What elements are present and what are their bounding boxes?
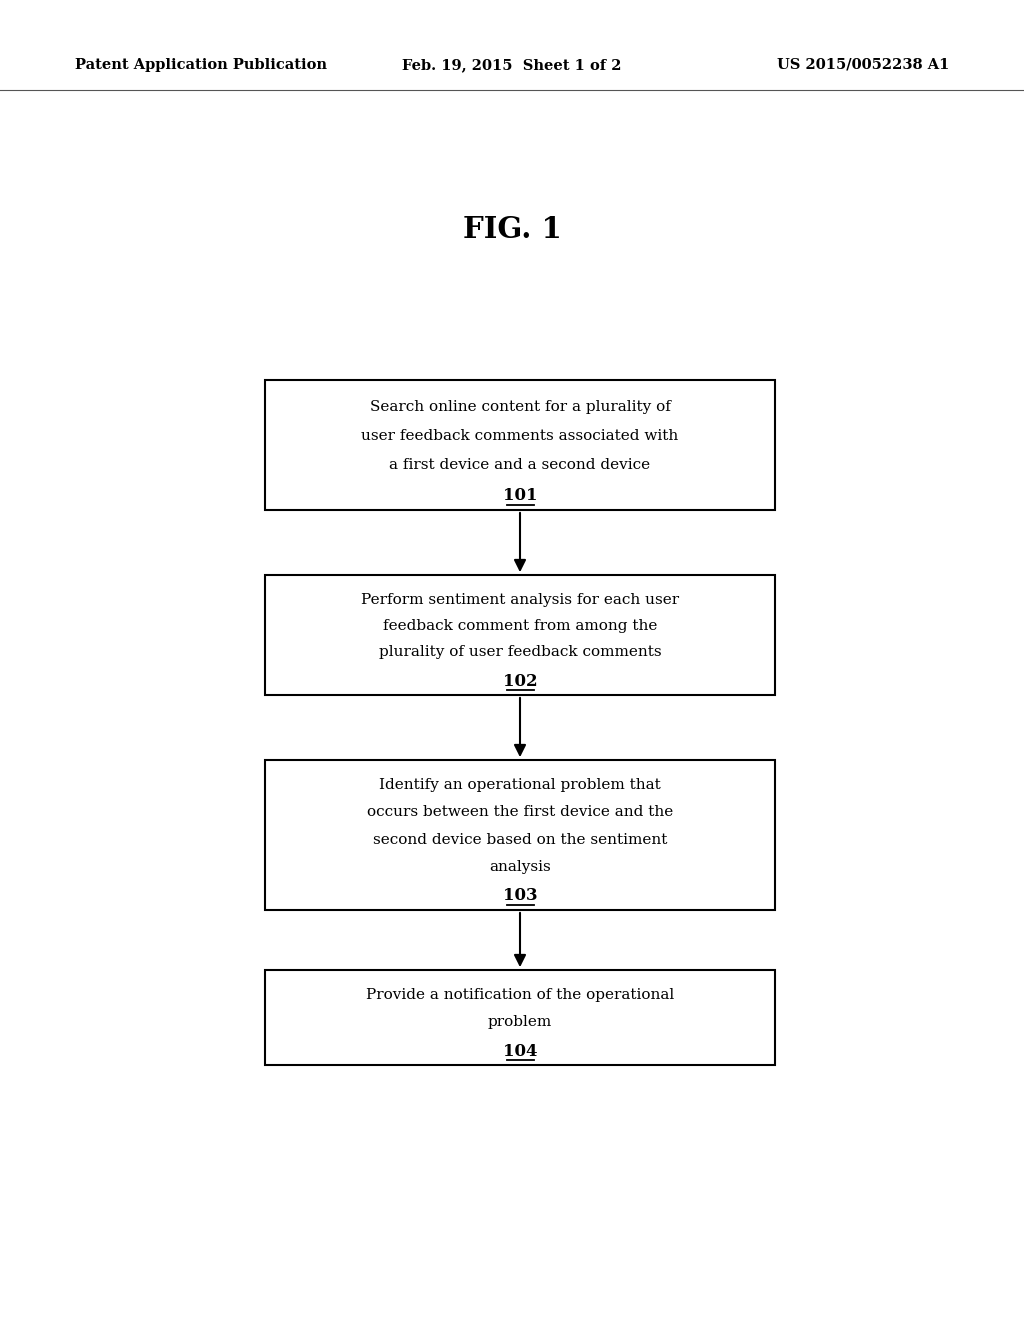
Text: FIG. 1: FIG. 1: [463, 215, 561, 244]
Text: occurs between the first device and the: occurs between the first device and the: [367, 805, 673, 820]
Text: user feedback comments associated with: user feedback comments associated with: [361, 429, 679, 444]
Text: Perform sentiment analysis for each user: Perform sentiment analysis for each user: [360, 593, 679, 607]
Bar: [265, 970, 775, 1065]
Bar: [265, 380, 775, 510]
Text: Identify an operational problem that: Identify an operational problem that: [379, 779, 660, 792]
Text: problem: problem: [487, 1015, 552, 1028]
Text: a first device and a second device: a first device and a second device: [389, 458, 650, 473]
Text: feedback comment from among the: feedback comment from among the: [383, 619, 657, 634]
Text: Feb. 19, 2015  Sheet 1 of 2: Feb. 19, 2015 Sheet 1 of 2: [402, 58, 622, 73]
Text: analysis: analysis: [489, 859, 551, 874]
Text: 103: 103: [503, 887, 538, 904]
Bar: [265, 760, 775, 909]
Text: second device based on the sentiment: second device based on the sentiment: [373, 833, 668, 846]
Text: plurality of user feedback comments: plurality of user feedback comments: [379, 645, 662, 659]
Text: 102: 102: [503, 672, 538, 689]
Text: 104: 104: [503, 1043, 538, 1060]
Text: Search online content for a plurality of: Search online content for a plurality of: [370, 400, 671, 413]
Text: US 2015/0052238 A1: US 2015/0052238 A1: [776, 58, 949, 73]
Text: Provide a notification of the operational: Provide a notification of the operationa…: [366, 989, 674, 1002]
Bar: [265, 576, 775, 696]
Text: 101: 101: [503, 487, 538, 504]
Text: Patent Application Publication: Patent Application Publication: [75, 58, 327, 73]
